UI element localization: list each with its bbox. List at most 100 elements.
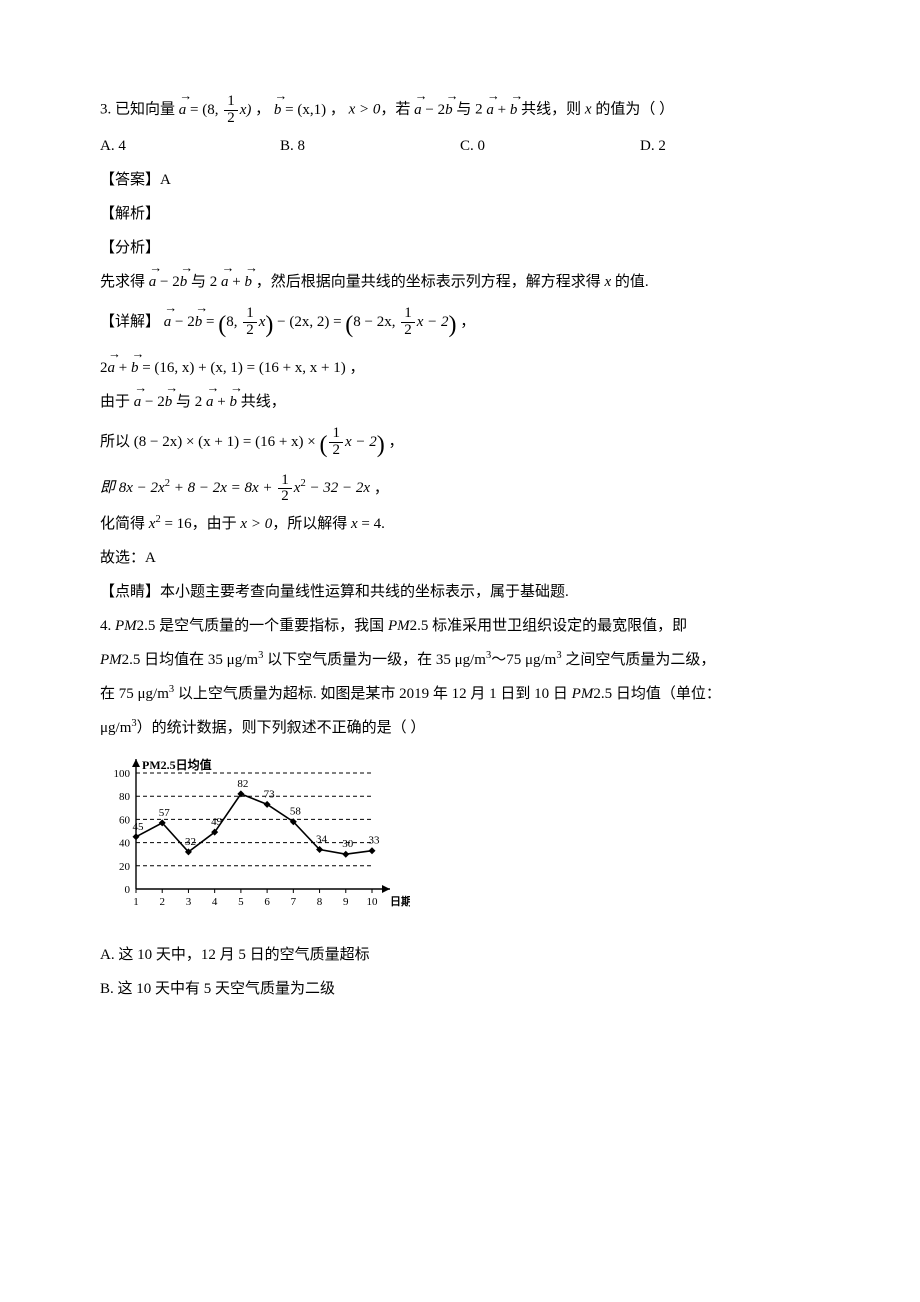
q4-stem-3: 在 75 μg/m3 以上空气质量为超标. 如图是某市 2019 年 12 月 … [100,679,820,709]
text: 共线， [241,394,286,410]
vec-b: b [195,307,203,337]
detail-label: 【详解】 [100,314,160,330]
text: ）的统计数据，则下列叙述不正确的是（ ） [137,720,426,736]
vec-b: b [510,95,518,125]
svg-text:32: 32 [185,836,196,848]
q4-stem-1: 4. PM2.5 是空气质量的一个重要指标，我国 PM2.5 标准采用世卫组织设… [100,611,820,641]
fraction: 12 [329,426,343,459]
text: − (2x, 2) = [273,314,345,330]
svg-text:30: 30 [342,838,354,850]
text: ， [255,102,270,118]
q4-option-b: B. 这 10 天中有 5 天空气质量为二级 [100,974,820,1004]
text: 与 2 [456,102,482,118]
text: 以上空气质量为超标. 如图是某市 2019 年 12 月 1 日到 10 日 [174,686,572,702]
svg-text:49: 49 [211,816,223,828]
q4-stem-2: PM2.5 日均值在 35 μg/m3 以下空气质量为一级，在 35 μg/m3… [100,645,820,675]
vec-b: b [445,95,453,125]
text: 的值为（ ） [592,102,675,118]
svg-text:45: 45 [133,821,145,833]
text: μg/m [100,720,131,736]
text: = (16, x) + (x, 1) = (16 + x, x + 1) [138,360,345,376]
num: 1 [401,306,415,323]
svg-text:8: 8 [317,896,323,908]
text: ，所以解得 [272,516,351,532]
svg-text:100: 100 [114,768,131,780]
fenxi-label: 【分析】 [100,233,820,263]
vec-a: a [164,307,172,337]
q4-option-a: A. 这 10 天中，12 月 5 日的空气质量超标 [100,940,820,970]
svg-text:82: 82 [237,778,248,790]
svg-text:1: 1 [133,896,139,908]
svg-text:4: 4 [212,896,218,908]
text: 2.5 是空气质量的一个重要指标，我国 [137,618,388,634]
svg-text:73: 73 [264,788,276,800]
guxuan: 故选：A [100,543,820,573]
fraction: 12 [278,473,292,506]
jiexi-label: 【解析】 [100,199,820,229]
text: ， [389,434,404,450]
vec-b: b [244,267,252,297]
pm-italic: PM [100,652,122,668]
text: 8, [226,314,241,330]
svg-text:6: 6 [264,896,270,908]
text: = 16 [161,516,192,532]
vec-a: a [179,95,187,125]
svg-text:9: 9 [343,896,349,908]
text: 2.5 标准采用世卫组织设定的最宽限值，即 [410,618,688,634]
svg-text:80: 80 [119,791,131,803]
text: 所以 (8 − 2x) × (x + 1) = (16 + x) × [100,434,319,450]
vec-a: a [206,387,214,417]
pm-italic: PM [115,618,137,634]
svg-text:3: 3 [186,896,192,908]
svg-text:20: 20 [119,861,131,873]
dianjing: 【点睛】本小题主要考查向量线性运算和共线的坐标表示，属于基础题. [100,577,820,607]
svg-text:60: 60 [119,814,131,826]
option-c: C. 0 [460,131,640,161]
svg-text:58: 58 [290,806,302,818]
detail-line-1: 【详解】 a − 2b = (8, 12x) − (2x, 2) = (8 − … [100,301,820,349]
text: = 4 [358,516,381,532]
detail-line-5: 即 8x − 2x2 + 8 − 2x = 8x + 12x2 − 32 − 2… [100,473,820,506]
svg-text:40: 40 [119,838,131,850]
num: 1 [278,473,292,490]
text: ，然后根据向量共线的坐标表示列方程，解方程求得 [256,274,605,290]
fraction: 12 [243,306,257,339]
text: 3. 已知向量 [100,102,175,118]
text: 与 2 [176,394,202,410]
text: . [381,516,385,532]
text: x) [240,102,252,118]
text: 即 8x − 2x [100,480,165,496]
text: − 32 − 2x [306,480,370,496]
text: = (x,1) [281,102,326,118]
text: 2.5 日均值在 35 μg/m [122,652,258,668]
pm25-chart-svg: 02040608010012345678910日期PM2.5日均值4557324… [100,751,410,921]
vec-a: a [414,95,422,125]
num: 1 [329,426,343,443]
text: ， [460,314,475,330]
text: x > 0 [349,102,381,118]
text: 2.5 日均值（单位： [593,686,721,702]
text: ，若 [380,102,410,118]
text: 由于 [100,394,130,410]
q3-options: A. 4 B. 8 C. 0 D. 2 [100,131,820,161]
var-x: x [351,516,358,532]
text: 4. [100,618,115,634]
den: 2 [224,111,238,127]
var-x: x [585,102,592,118]
svg-text:日期: 日期 [390,894,410,908]
vec-b: b [229,387,237,417]
text: ， [350,360,365,376]
text: x − 2 [417,314,449,330]
vec-a: a [134,387,142,417]
answer-label: 【答案】A [100,165,820,195]
vec-a: a [149,267,157,297]
text: ，由于 [192,516,241,532]
vec-b: b [180,267,188,297]
text: 之间空气质量为二级， [562,652,716,668]
option-a: A. 4 [100,131,280,161]
svg-text:2: 2 [159,896,165,908]
vec-a: a [221,267,229,297]
svg-text:7: 7 [291,896,297,908]
pm-italic: PM [572,686,594,702]
vec-b: b [274,95,282,125]
